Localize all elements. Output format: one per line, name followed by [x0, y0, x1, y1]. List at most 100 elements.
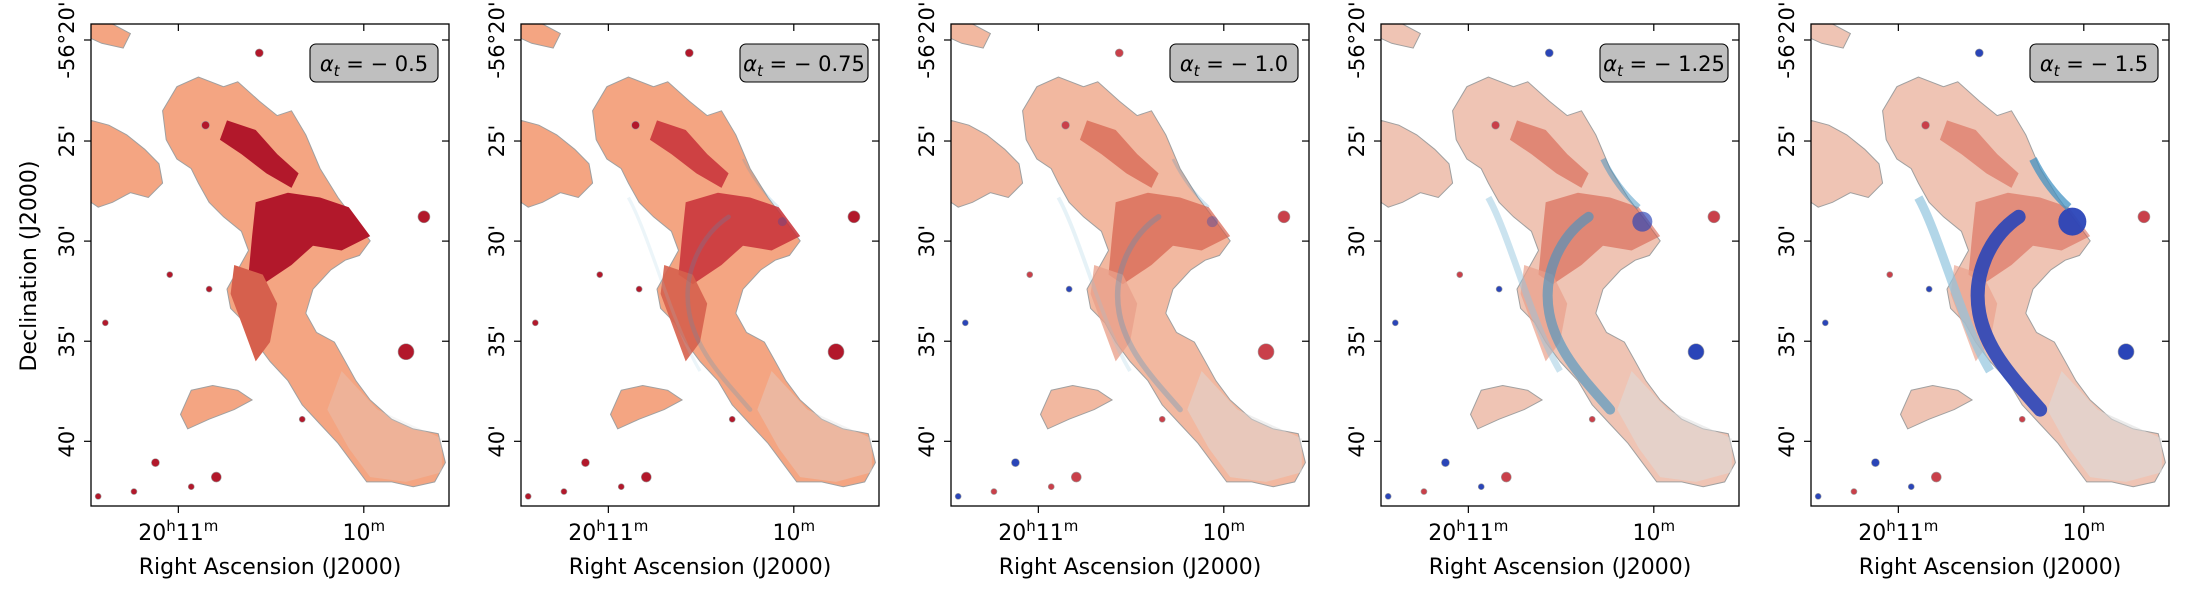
- compact-source: [596, 271, 604, 278]
- x-tick-label: 10m: [772, 517, 815, 546]
- ridge-north: [1079, 120, 1159, 188]
- y-tick-label: 40': [485, 425, 509, 458]
- blue-filament: [1485, 195, 1563, 373]
- emission-region: [1882, 76, 2166, 488]
- emission-region: [1452, 76, 1736, 488]
- blue-filament: [1600, 157, 1641, 210]
- blue-knot: [777, 217, 787, 227]
- compact-source: [581, 458, 590, 467]
- spectral-index-map: [1381, 24, 1736, 500]
- y-tick-label: 30': [485, 225, 509, 257]
- neutral-tail: [1617, 371, 1732, 482]
- y-tick-label: -56°20': [1345, 1, 1369, 78]
- spectral-index-map: [1811, 24, 2166, 500]
- compact-source: [130, 488, 138, 495]
- emission-region: [1039, 384, 1114, 430]
- axes-frame: [1380, 23, 1740, 507]
- x-tick-label: 10m: [1632, 517, 1675, 546]
- y-tick-label: 30': [1345, 225, 1369, 257]
- y-tick-label: 25': [915, 125, 939, 157]
- ridge-north: [649, 120, 729, 188]
- panel-5: -56°20' 25' 30' 35' 40' 20h11m 10m Right Ascens…: [1775, 1, 2170, 580]
- compact-source: [1822, 319, 1829, 327]
- compact-source: [417, 210, 431, 224]
- compact-source: [684, 48, 694, 58]
- emission-region: [521, 119, 594, 208]
- blue-knot: [1206, 216, 1218, 228]
- compact-source: [1420, 488, 1428, 495]
- ridge-north: [1509, 120, 1589, 188]
- y-tick-label: 25': [485, 125, 509, 157]
- emission-region: [1022, 76, 1306, 488]
- ridge-north: [1939, 120, 2019, 188]
- axes-frame: [950, 23, 1310, 507]
- compact-source: [1886, 271, 1894, 278]
- compact-source: [1850, 488, 1858, 495]
- blue-knot: [2058, 207, 2087, 236]
- compact-source: [166, 271, 174, 278]
- y-tick-label: 35': [1775, 325, 1799, 358]
- y-tick-label: 40': [915, 425, 939, 458]
- spectral-index-map: [91, 24, 446, 500]
- emission-region: [179, 384, 254, 430]
- emission-region: [951, 119, 1024, 208]
- compact-source: [1707, 210, 1721, 224]
- emission-region: [1381, 119, 1454, 208]
- axes-frame: [520, 23, 880, 507]
- blue-filament: [1914, 195, 1994, 374]
- compact-source: [102, 319, 109, 327]
- alpha-label-box: [739, 43, 869, 83]
- emission-region: [1381, 24, 1422, 49]
- compact-source: [187, 483, 195, 491]
- compact-source: [205, 285, 213, 293]
- ridge-central: [248, 192, 371, 285]
- x-tick-label: 10m: [342, 517, 385, 546]
- compact-source: [990, 488, 998, 495]
- compact-source: [1456, 271, 1464, 278]
- compact-source: [631, 120, 640, 130]
- y-tick-label: 35': [55, 325, 79, 358]
- compact-source: [1392, 319, 1399, 327]
- y-tick-label: 40': [1775, 425, 1799, 458]
- compact-source: [1974, 48, 1984, 58]
- compact-source: [954, 493, 962, 500]
- compact-source: [1065, 285, 1073, 293]
- panel-4: -56°20' 25' 30' 35' 40' 20h11m 10m Right Ascens…: [1345, 1, 1740, 580]
- panel-1: -56°20' 25' 30' 35' 40' 20h11m 10m Right Ascens…: [55, 1, 450, 580]
- blue-filament: [1970, 209, 2048, 417]
- ridge-south: [230, 265, 278, 362]
- compact-source: [1687, 343, 1705, 361]
- emission-region: [609, 384, 684, 430]
- compact-source: [1011, 458, 1020, 467]
- compact-source: [1026, 271, 1034, 278]
- compact-source: [1071, 471, 1082, 483]
- emission-region: [1811, 119, 1884, 208]
- compact-source: [1814, 493, 1822, 500]
- y-tick-label: 25': [55, 125, 79, 157]
- axes-frame: [90, 23, 450, 507]
- compact-source: [560, 488, 568, 495]
- emission-region: [951, 24, 992, 49]
- axes-frame: [1810, 23, 2170, 507]
- y-tick-label: -56°20': [485, 1, 509, 78]
- x-tick-label: 20h11m: [568, 517, 648, 546]
- compact-source: [1491, 120, 1500, 130]
- alpha-label-box: [1599, 43, 1729, 83]
- compact-source: [397, 343, 415, 361]
- x-axis-title: Right Ascension (J2000): [999, 555, 1262, 580]
- emission-region: [521, 24, 562, 49]
- ridge-south: [1090, 265, 1138, 362]
- blue-filament: [1171, 158, 1210, 209]
- x-axis-title: Right Ascension (J2000): [1859, 555, 2122, 580]
- compact-source: [1277, 210, 1291, 224]
- blue-filament: [741, 158, 780, 209]
- compact-source: [1495, 285, 1503, 293]
- emission-region: [91, 119, 164, 208]
- panel-2: -56°20' 25' 30' 35' 40' 20h11m 10m Right Ascens…: [485, 1, 880, 580]
- emission-region: [1469, 384, 1544, 430]
- x-tick-label: 20h11m: [138, 517, 218, 546]
- ridge-central: [678, 192, 801, 285]
- compact-source: [2137, 210, 2151, 224]
- compact-source: [1871, 458, 1880, 467]
- neutral-tail: [757, 371, 872, 482]
